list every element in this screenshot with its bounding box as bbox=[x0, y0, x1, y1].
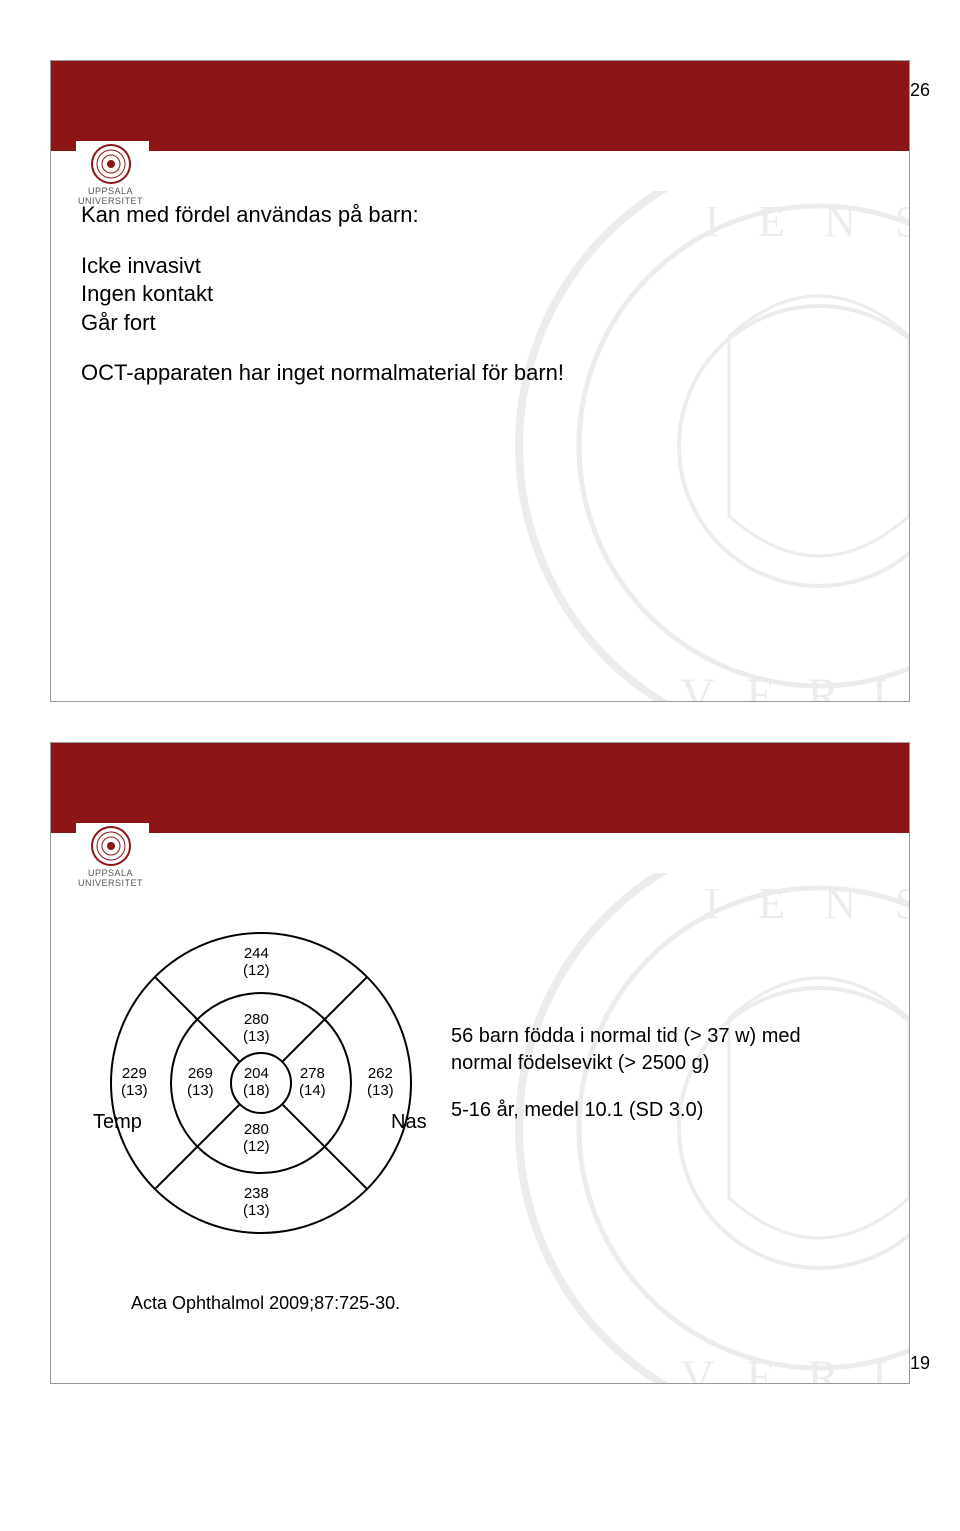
slide-body: V E R I T I E N S bbox=[51, 873, 909, 1383]
slide2-copy: 56 barn födda i normal tid (> 37 w) med … bbox=[451, 1023, 831, 1144]
svg-text:I E N S: I E N S bbox=[705, 879, 909, 928]
slide-body: V E R I T I E N S Kan med fördel använda… bbox=[51, 191, 909, 701]
page-number: 19 bbox=[910, 1353, 930, 1374]
citation: Acta Ophthalmol 2009;87:725-30. bbox=[81, 1293, 879, 1314]
slide-1: UPPSALA UNIVERSITET V E R I T I E N S Ka… bbox=[50, 60, 910, 702]
val-outer-bottom: 238(13) bbox=[243, 1185, 270, 1220]
val-ring-right: 278(14) bbox=[299, 1065, 326, 1100]
slide1-line2: Ingen kontakt bbox=[81, 280, 879, 309]
val-ring-bottom: 280(12) bbox=[243, 1121, 270, 1156]
val-outer-right: 262(13) bbox=[367, 1065, 394, 1100]
slide1-line4: OCT-apparaten har inget normalmaterial f… bbox=[81, 359, 879, 388]
label-temp: Temp bbox=[93, 1111, 142, 1134]
val-ring-left: 269(13) bbox=[187, 1065, 214, 1100]
slide1-line3: Går fort bbox=[81, 309, 879, 338]
slide1-content: Kan med fördel användas på barn: Icke in… bbox=[81, 201, 879, 388]
sector-diagram: 244(12) 280(13) 229(13) 269(13) 204(18) bbox=[101, 923, 421, 1243]
uppsala-seal-icon bbox=[90, 143, 132, 185]
label-nas: Nas bbox=[391, 1111, 427, 1134]
copy-line2: 5-16 år, medel 10.1 (SD 3.0) bbox=[451, 1097, 831, 1124]
copy-line1: 56 barn födda i normal tid (> 37 w) med … bbox=[451, 1023, 831, 1077]
uppsala-seal-icon bbox=[90, 825, 132, 867]
slide-2: UPPSALA UNIVERSITET V E R I T I E N S bbox=[50, 742, 910, 1384]
val-center: 204(18) bbox=[243, 1065, 270, 1100]
svg-text:V E R I T: V E R I T bbox=[680, 669, 909, 701]
val-outer-left: 229(13) bbox=[121, 1065, 148, 1100]
slide-header: UPPSALA UNIVERSITET bbox=[51, 61, 909, 191]
slide1-line1: Icke invasivt bbox=[81, 252, 879, 281]
header-red-bar bbox=[51, 743, 909, 833]
slide1-title: Kan med fördel användas på barn: bbox=[81, 201, 879, 230]
header-red-bar bbox=[51, 61, 909, 151]
svg-text:V E R I T: V E R I T bbox=[680, 1351, 909, 1383]
val-ring-top: 280(13) bbox=[243, 1011, 270, 1046]
slide-header: UPPSALA UNIVERSITET bbox=[51, 743, 909, 873]
val-outer-top: 244(12) bbox=[243, 945, 270, 980]
